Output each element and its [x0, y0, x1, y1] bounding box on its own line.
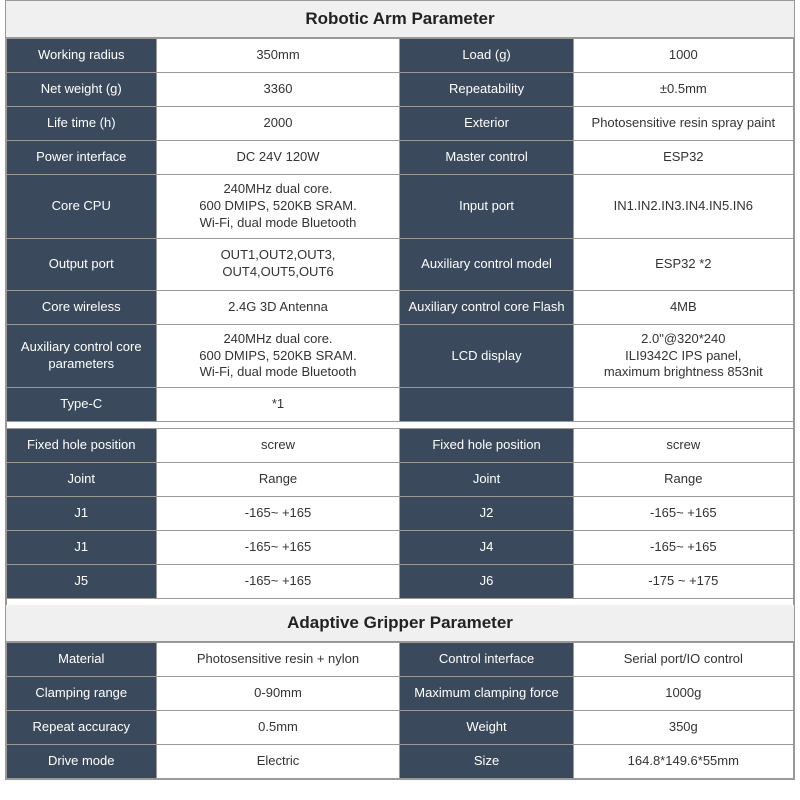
- param-value: 1000: [573, 39, 793, 73]
- param-label: Joint: [400, 463, 573, 497]
- param-value: screw: [156, 429, 400, 463]
- table-row: J5 -165~ +165 J6 -175 ~ +175: [7, 565, 794, 599]
- param-value: Range: [573, 463, 793, 497]
- param-value: -165~ +165: [156, 497, 400, 531]
- param-label: Joint: [7, 463, 157, 497]
- table-row: J1 -165~ +165 J2 -165~ +165: [7, 497, 794, 531]
- param-value: Serial port/IO control: [573, 643, 793, 677]
- param-label: Output port: [7, 238, 157, 290]
- param-value: ESP32: [573, 141, 793, 175]
- spec-sheet: Robotic Arm Parameter Working radius 350…: [5, 0, 795, 780]
- param-label: J4: [400, 531, 573, 565]
- table-row: Auxiliary control core parameters 240MHz…: [7, 324, 794, 388]
- param-label: Core CPU: [7, 175, 157, 239]
- table-row: J1 -165~ +165 J4 -165~ +165: [7, 531, 794, 565]
- param-value: ESP32 *2: [573, 238, 793, 290]
- param-value: Photosensitive resin spray paint: [573, 107, 793, 141]
- param-label: Type-C: [7, 388, 157, 422]
- param-label: Fixed hole position: [400, 429, 573, 463]
- table-row: Repeat accuracy 0.5mm Weight 350g: [7, 711, 794, 745]
- param-label: Weight: [400, 711, 573, 745]
- param-value: 350g: [573, 711, 793, 745]
- param-label: Control interface: [400, 643, 573, 677]
- param-value: 2.0"@320*240ILI9342C IPS panel,maximum b…: [573, 324, 793, 388]
- param-value: 2.4G 3D Antenna: [156, 290, 400, 324]
- param-label: Auxiliary control core parameters: [7, 324, 157, 388]
- param-value: -165~ +165: [573, 531, 793, 565]
- table-row: Life time (h) 2000 Exterior Photosensiti…: [7, 107, 794, 141]
- param-value: Electric: [156, 745, 400, 779]
- joints-table: Fixed hole position screw Fixed hole pos…: [6, 428, 794, 599]
- param-value: 3360: [156, 73, 400, 107]
- table-row: Drive mode Electric Size 164.8*149.6*55m…: [7, 745, 794, 779]
- param-label: LCD display: [400, 324, 573, 388]
- table-row: Joint Range Joint Range: [7, 463, 794, 497]
- param-value: 240MHz dual core.600 DMIPS, 520KB SRAM.W…: [156, 324, 400, 388]
- table-row: Clamping range 0-90mm Maximum clamping f…: [7, 677, 794, 711]
- param-label: [400, 388, 573, 422]
- param-value: screw: [573, 429, 793, 463]
- param-label: Maximum clamping force: [400, 677, 573, 711]
- table-row: Material Photosensitive resin + nylon Co…: [7, 643, 794, 677]
- param-value: [573, 388, 793, 422]
- param-label: J5: [7, 565, 157, 599]
- table-row: Core CPU 240MHz dual core.600 DMIPS, 520…: [7, 175, 794, 239]
- param-label: Exterior: [400, 107, 573, 141]
- param-label: J2: [400, 497, 573, 531]
- param-label: Repeat accuracy: [7, 711, 157, 745]
- table-row: Power interface DC 24V 120W Master contr…: [7, 141, 794, 175]
- param-label: J1: [7, 531, 157, 565]
- param-value: -175 ~ +175: [573, 565, 793, 599]
- param-value: 164.8*149.6*55mm: [573, 745, 793, 779]
- param-label: Load (g): [400, 39, 573, 73]
- param-label: Life time (h): [7, 107, 157, 141]
- param-label: J1: [7, 497, 157, 531]
- param-label: Drive mode: [7, 745, 157, 779]
- param-label: Auxiliary control model: [400, 238, 573, 290]
- param-label: Auxiliary control core Flash: [400, 290, 573, 324]
- param-value: Range: [156, 463, 400, 497]
- param-label: Fixed hole position: [7, 429, 157, 463]
- param-value: 240MHz dual core.600 DMIPS, 520KB SRAM.W…: [156, 175, 400, 239]
- param-label: Core wireless: [7, 290, 157, 324]
- param-value: -165~ +165: [573, 497, 793, 531]
- param-label: Master control: [400, 141, 573, 175]
- param-value: Photosensitive resin + nylon: [156, 643, 400, 677]
- gripper-params-table: Material Photosensitive resin + nylon Co…: [6, 642, 794, 779]
- param-value: *1: [156, 388, 400, 422]
- param-label: Power interface: [7, 141, 157, 175]
- param-value: 350mm: [156, 39, 400, 73]
- param-label: Clamping range: [7, 677, 157, 711]
- table-row: Fixed hole position screw Fixed hole pos…: [7, 429, 794, 463]
- arm-section-title: Robotic Arm Parameter: [6, 1, 794, 38]
- param-label: Material: [7, 643, 157, 677]
- param-value: IN1.IN2.IN3.IN4.IN5.IN6: [573, 175, 793, 239]
- table-row: Output port OUT1,OUT2,OUT3,OUT4,OUT5,OUT…: [7, 238, 794, 290]
- param-value: 0-90mm: [156, 677, 400, 711]
- param-label: Working radius: [7, 39, 157, 73]
- param-value: -165~ +165: [156, 565, 400, 599]
- param-value: ±0.5mm: [573, 73, 793, 107]
- param-label: J6: [400, 565, 573, 599]
- table-row: Working radius 350mm Load (g) 1000: [7, 39, 794, 73]
- table-row: Core wireless 2.4G 3D Antenna Auxiliary …: [7, 290, 794, 324]
- param-label: Repeatability: [400, 73, 573, 107]
- param-value: 1000g: [573, 677, 793, 711]
- arm-params-table: Working radius 350mm Load (g) 1000 Net w…: [6, 38, 794, 422]
- param-value: 2000: [156, 107, 400, 141]
- param-value: 0.5mm: [156, 711, 400, 745]
- gripper-section-title: Adaptive Gripper Parameter: [6, 605, 794, 642]
- param-value: OUT1,OUT2,OUT3,OUT4,OUT5,OUT6: [156, 238, 400, 290]
- param-value: 4MB: [573, 290, 793, 324]
- param-value: DC 24V 120W: [156, 141, 400, 175]
- param-label: Input port: [400, 175, 573, 239]
- table-row: Net weight (g) 3360 Repeatability ±0.5mm: [7, 73, 794, 107]
- param-label: Size: [400, 745, 573, 779]
- table-row: Type-C *1: [7, 388, 794, 422]
- param-value: -165~ +165: [156, 531, 400, 565]
- param-label: Net weight (g): [7, 73, 157, 107]
